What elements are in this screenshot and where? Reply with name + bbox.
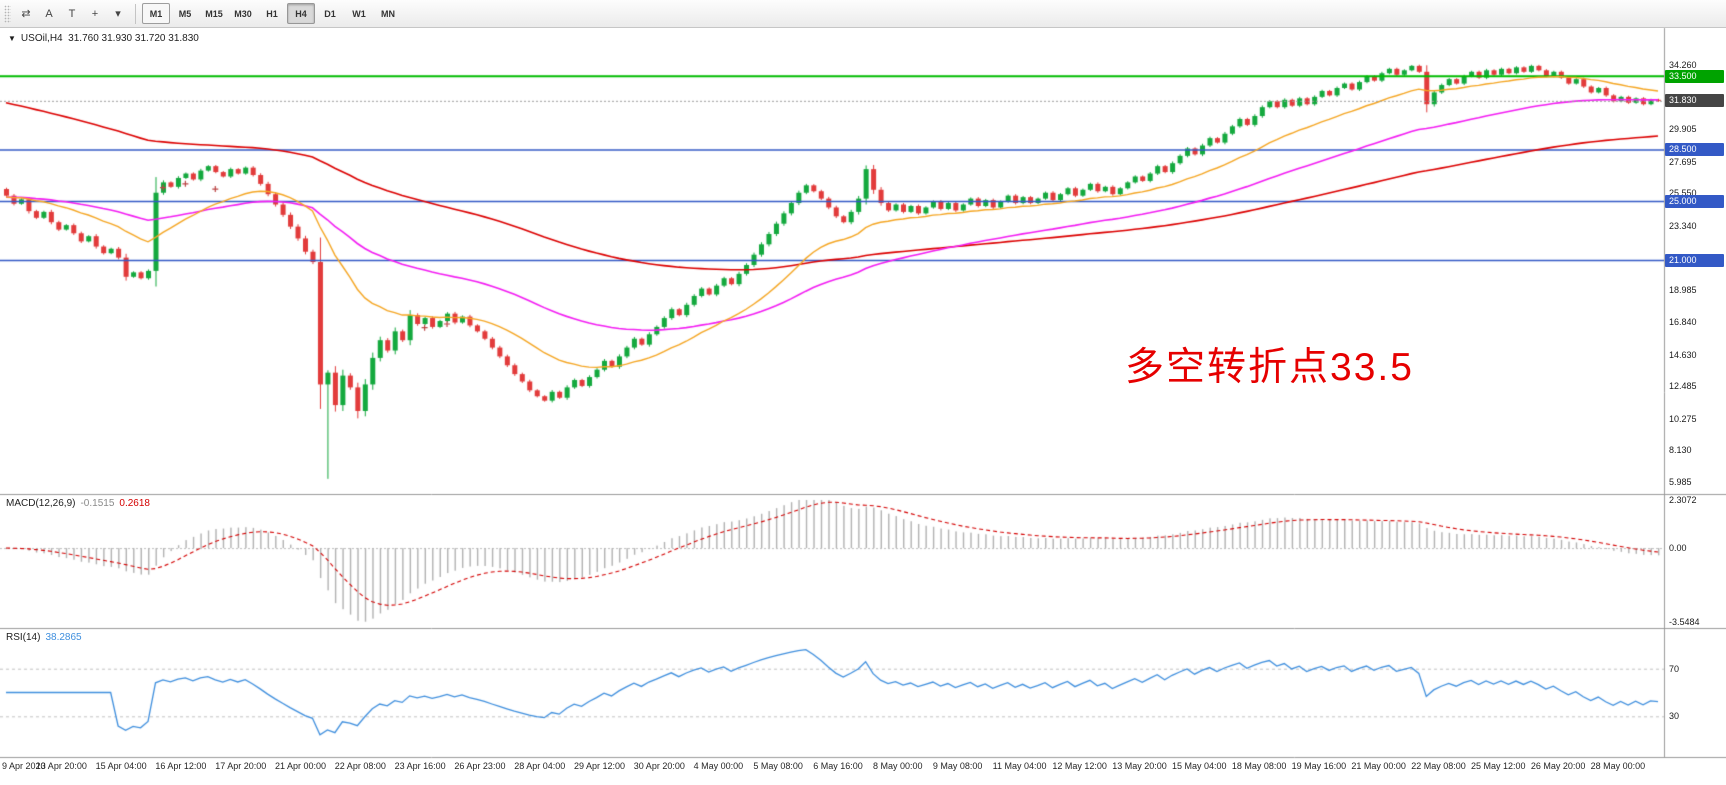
crosshair-icon[interactable]: +: [91, 7, 99, 20]
macd-signal-value: 0.2618: [119, 498, 150, 509]
chart-text-annotation: 多空转折点33.5: [1125, 346, 1414, 389]
toolbar: ⇄ A T + ▾ M1 M5 M15 M30 H1 H4 D1 W1 MN: [0, 0, 1726, 28]
price-tick-label: 18.985: [1669, 285, 1697, 296]
timeframe-button-group: M1 M5 M15 M30 H1 H4 D1 W1 MN: [142, 3, 402, 24]
symbol-name: USOil,H4: [20, 33, 63, 44]
symbol-ohlc: 31.760 31.930 31.720 31.830: [68, 33, 199, 44]
macd-tick-label: -3.5484: [1669, 617, 1700, 627]
timeframe-button-w1[interactable]: W1: [352, 8, 366, 19]
time-label: 26 May 20:00: [1530, 761, 1586, 771]
price-tick-label: 14.630: [1669, 349, 1697, 360]
price-tick-label: 5.985: [1669, 477, 1692, 487]
rsi-label: RSI(14) 38.2865: [6, 632, 82, 643]
price-tick-label: 25.550: [1669, 188, 1697, 199]
time-label: 30 Apr 20:00: [633, 761, 685, 771]
time-label: 17 Apr 20:00: [215, 761, 267, 771]
macd-main-value: -0.1515: [80, 498, 115, 509]
time-label: 23 Apr 16:00: [394, 761, 446, 771]
toolbar-separator: [135, 3, 136, 24]
rsi-name: RSI(14): [6, 632, 41, 643]
macd-tick-label: 0.00: [1669, 543, 1687, 554]
tool-button-group: ⇄ A T + ▾: [15, 3, 129, 25]
price-level-badge: 25.000: [1665, 195, 1724, 209]
price-tick-label: 29.905: [1669, 124, 1697, 135]
time-label: 5 May 08:00: [753, 761, 803, 771]
price-tick-label: 27.695: [1669, 156, 1697, 167]
timeframe-button-h4[interactable]: H4: [287, 3, 315, 24]
toolbar-grip[interactable]: [4, 4, 11, 23]
price-tick-label: 10.275: [1669, 413, 1697, 424]
timeframe-button-h1[interactable]: H1: [266, 8, 278, 19]
time-label: 8 May 00:00: [873, 761, 923, 771]
time-label: 12 May 12:00: [1052, 761, 1107, 771]
one-click-trading-icon[interactable]: ▼: [8, 34, 16, 43]
price-tick-label: 12.485: [1669, 381, 1697, 392]
macd-label: MACD(12,26,9) -0.1515 0.2618: [6, 498, 150, 509]
price-tick-label: 34.260: [1669, 60, 1697, 70]
time-label: 15 Apr 04:00: [95, 761, 147, 771]
text-tool-icon[interactable]: T: [68, 7, 76, 20]
time-label: 29 Apr 12:00: [574, 761, 626, 771]
time-label: 16 Apr 12:00: [155, 761, 207, 771]
time-label: 19 May 16:00: [1291, 761, 1347, 771]
arrow-tool-icon[interactable]: A: [45, 7, 53, 20]
timeframe-button-m5[interactable]: M5: [178, 8, 192, 19]
price-level-badge: 33.500: [1665, 69, 1724, 83]
time-label: 28 Apr 04:00: [514, 761, 566, 771]
time-label: 9 Apr 2020: [2, 761, 46, 771]
price-tick-label: 16.840: [1669, 316, 1697, 327]
price-tick-label: 8.130: [1669, 445, 1692, 456]
time-label: 21 May 00:00: [1351, 761, 1406, 771]
price-level-badge: 21.000: [1665, 254, 1724, 268]
macd-tick-label: 2.3072: [1669, 495, 1697, 505]
timeframe-button-m15[interactable]: M15: [205, 8, 223, 19]
rsi-tick-label: 30: [1669, 711, 1680, 722]
time-label: 9 May 08:00: [932, 761, 983, 771]
bid-price-badge: 31.830: [1665, 94, 1724, 108]
dropdown-arrow-icon[interactable]: ▾: [115, 8, 121, 20]
macd-name: MACD(12,26,9): [6, 498, 76, 509]
time-label: 28 May 00:00: [1590, 761, 1646, 771]
time-label: 26 Apr 23:00: [454, 761, 506, 771]
time-label: 6 May 16:00: [813, 761, 863, 771]
timeframe-button-mn[interactable]: MN: [381, 8, 395, 19]
time-label: 25 May 12:00: [1471, 761, 1526, 771]
chart-mode-icon[interactable]: ⇄: [21, 8, 31, 20]
rsi-tick-label: 70: [1669, 663, 1680, 674]
time-label: 13 Apr 20:00: [35, 761, 87, 771]
timeframe-button-m30[interactable]: M30: [234, 8, 252, 19]
time-label: 18 May 08:00: [1231, 761, 1287, 771]
timeframe-button-d1[interactable]: D1: [324, 8, 336, 19]
time-label: 15 May 04:00: [1172, 761, 1227, 771]
price-level-badge: 28.500: [1665, 143, 1724, 157]
timeframe-button-m1[interactable]: M1: [142, 3, 170, 24]
time-label: 11 May 04:00: [992, 761, 1047, 771]
price-tick-label: 23.340: [1669, 221, 1697, 232]
time-label: 21 Apr 00:00: [275, 761, 327, 771]
time-label: 22 May 08:00: [1411, 761, 1466, 771]
symbol-label: ▼ USOil,H4 31.760 31.930 31.720 31.830: [8, 33, 199, 44]
time-label: 4 May 00:00: [693, 761, 744, 771]
time-label: 22 Apr 08:00: [334, 761, 386, 771]
rsi-value: 38.2865: [45, 632, 82, 643]
time-label: 13 May 20:00: [1112, 761, 1167, 771]
